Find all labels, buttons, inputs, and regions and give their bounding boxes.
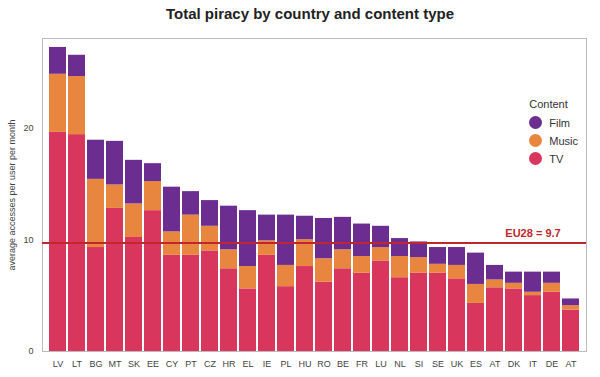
svg-text:UK: UK xyxy=(451,359,464,369)
svg-text:AT: AT xyxy=(490,359,501,369)
svg-text:PL: PL xyxy=(280,359,291,369)
svg-text:SI: SI xyxy=(415,359,424,369)
svg-text:IE: IE xyxy=(263,359,272,369)
svg-text:BE: BE xyxy=(337,359,349,369)
svg-text:DK: DK xyxy=(508,359,521,369)
html-text:Content: Content xyxy=(529,98,568,110)
svg-text:CY: CY xyxy=(166,359,179,369)
svg-text:HU: HU xyxy=(299,359,312,369)
svg-text:LT: LT xyxy=(72,359,82,369)
html-text:TV: TV xyxy=(549,152,564,165)
svg-text:HR: HR xyxy=(223,359,236,369)
svg-text:DE: DE xyxy=(546,359,559,369)
svg-text:CZ: CZ xyxy=(204,359,216,369)
svg-text:MT: MT xyxy=(109,359,122,369)
svg-text:PT: PT xyxy=(185,359,197,369)
svg-text:IT: IT xyxy=(529,359,538,369)
svg-text:10: 10 xyxy=(23,235,33,245)
svg-text:20: 20 xyxy=(23,123,33,133)
svg-text:ES: ES xyxy=(470,359,482,369)
html-text:Total piracy by country and co: Total piracy by country and content type xyxy=(165,5,454,22)
svg-text:0: 0 xyxy=(28,346,33,356)
svg-text:RO: RO xyxy=(317,359,331,369)
svg-text:SE: SE xyxy=(432,359,444,369)
html-text:Film: Film xyxy=(549,116,570,129)
svg-text:average accesses per user per: average accesses per user per month xyxy=(7,119,17,270)
svg-text:AT: AT xyxy=(566,359,577,369)
svg-text:LV: LV xyxy=(53,359,63,369)
svg-text:BG: BG xyxy=(89,359,102,369)
html-text:Music: Music xyxy=(549,134,578,147)
svg-text:EU28 = 9.7: EU28 = 9.7 xyxy=(505,227,560,239)
svg-text:EL: EL xyxy=(242,359,253,369)
svg-text:FR: FR xyxy=(356,359,368,369)
svg-text:SK: SK xyxy=(128,359,140,369)
svg-text:NL: NL xyxy=(394,359,406,369)
svg-text:EE: EE xyxy=(147,359,159,369)
svg-text:LU: LU xyxy=(375,359,387,369)
